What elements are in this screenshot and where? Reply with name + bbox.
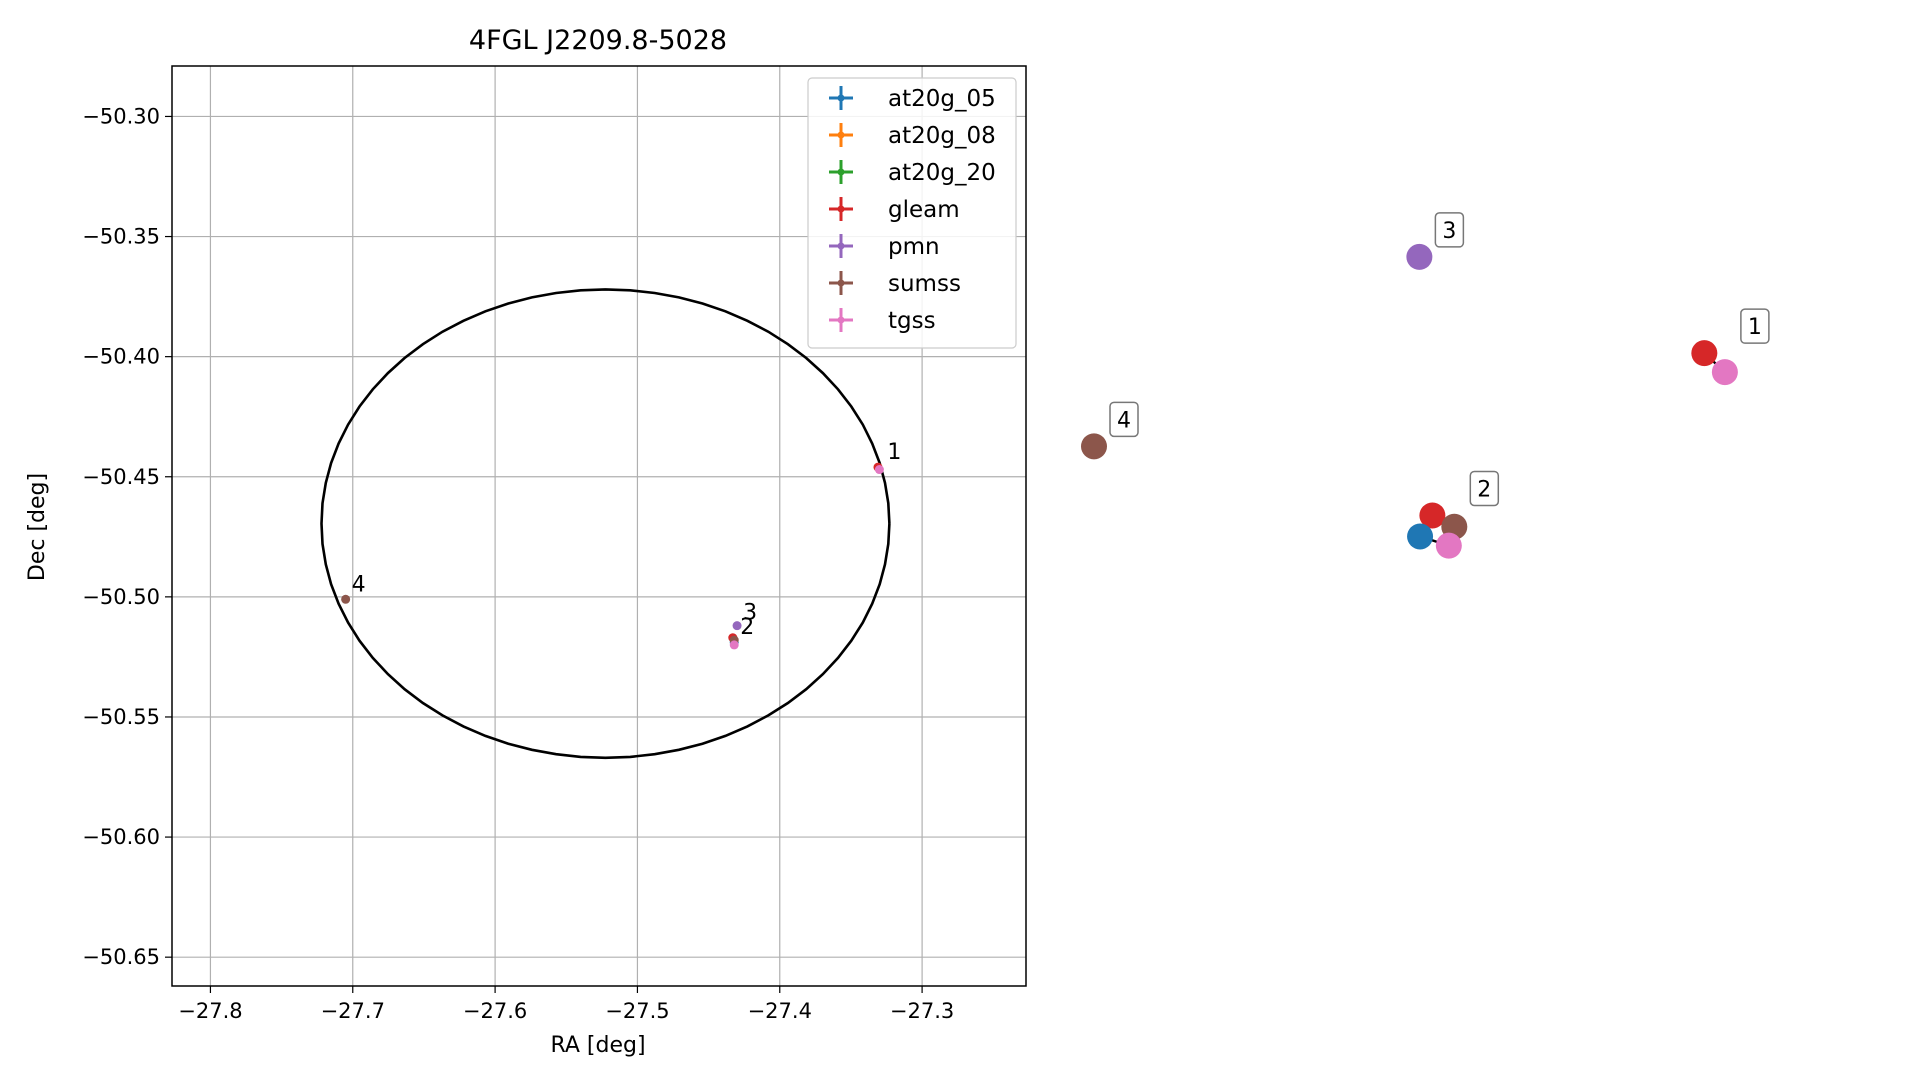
match-label-2: 2 — [1477, 477, 1491, 502]
legend-marker-dot — [837, 168, 845, 176]
annotation-3: 3 — [743, 601, 757, 626]
point-tgss — [874, 465, 884, 475]
y-tick-label: −50.30 — [82, 104, 160, 128]
annotation-2: 2 — [740, 615, 754, 640]
point-pmn — [732, 621, 742, 631]
match-point-1 — [1691, 340, 1718, 367]
match-label-box-3 — [1434, 212, 1465, 248]
legend-label-sumss: sumss — [888, 271, 961, 297]
match-label-1: 1 — [1748, 315, 1762, 340]
y-tick-label: −50.55 — [82, 705, 160, 729]
match-point-2 — [1435, 532, 1462, 559]
y-tick-label: −50.40 — [82, 345, 160, 369]
match-point-4 — [1081, 433, 1107, 460]
match-points — [1081, 243, 1738, 559]
match-labels: 3 1 4 2 — [1109, 212, 1770, 507]
y-axis-ticks: −50.30 −50.35 −50.40 −50.45 −50.50 −50.55 −50.… — [82, 104, 172, 969]
match-detail-chart: 3 1 4 2 — [1081, 212, 1770, 559]
data-points — [341, 462, 884, 650]
legend-marker-dot — [837, 316, 845, 324]
x-tick-label: −27.4 — [748, 999, 812, 1023]
x-tick-label: −27.8 — [178, 999, 242, 1023]
legend-box — [807, 77, 1017, 349]
x-axis-ticks: −27.8 −27.7 −27.6 −27.5 −27.4 −27.3 — [178, 986, 954, 1023]
match-point-3 — [1406, 243, 1433, 270]
y-tick-label: −50.65 — [82, 945, 160, 969]
y-tick-label: −50.60 — [82, 825, 160, 849]
uncertainty-ellipse — [320, 288, 891, 760]
match-point-1 — [1711, 359, 1738, 386]
x-tick-label: −27.7 — [321, 999, 385, 1023]
legend-label-gleam: gleam — [888, 197, 960, 223]
x-tick-label: −27.3 — [890, 999, 954, 1023]
match-label-4: 4 — [1117, 408, 1131, 433]
plot-frame — [171, 65, 1027, 987]
legend-marker-dot — [837, 279, 845, 287]
x-tick-label: −27.5 — [605, 999, 669, 1023]
annotation-4: 4 — [352, 572, 366, 597]
legend-marker-dot — [837, 131, 845, 139]
main-chart: 1 23 4 −27.8 −27.7 −27.6 −27.5 −27.4 −27.3 −50.… — [25, 25, 1027, 1058]
y-axis-label: Dec [deg] — [25, 473, 50, 581]
match-point-2 — [1407, 523, 1434, 550]
match-label-box-2 — [1469, 470, 1500, 507]
match-label-box-4 — [1109, 401, 1139, 438]
point-sumss — [341, 594, 351, 604]
ellipse-outline — [320, 288, 891, 760]
x-tick-label: −27.6 — [463, 999, 527, 1023]
match-point-2 — [1419, 502, 1446, 529]
legend-marker-dot — [837, 242, 845, 250]
match-label-box-1 — [1740, 308, 1770, 344]
legend-marker-dot — [837, 205, 845, 213]
legend-label-at20g_05: at20g_05 — [888, 86, 996, 112]
x-axis-label: RA [deg] — [550, 1033, 645, 1058]
legend-label-pmn: pmn — [888, 234, 940, 260]
y-tick-label: −50.45 — [82, 465, 160, 489]
annotation-1: 1 — [887, 440, 901, 465]
legend-label-tgss: tgss — [888, 308, 936, 334]
point-tgss — [729, 640, 739, 650]
legend-marker-dot — [837, 94, 845, 102]
legend-label-at20g_20: at20g_20 — [888, 160, 996, 186]
chart-title: 4FGL J2209.8-5028 — [469, 25, 727, 56]
y-tick-label: −50.35 — [82, 225, 160, 249]
match-label-3: 3 — [1442, 219, 1456, 244]
y-tick-label: −50.50 — [82, 585, 160, 609]
legend-label-at20g_08: at20g_08 — [888, 123, 996, 149]
point-annotations: 1 23 4 — [352, 440, 902, 640]
